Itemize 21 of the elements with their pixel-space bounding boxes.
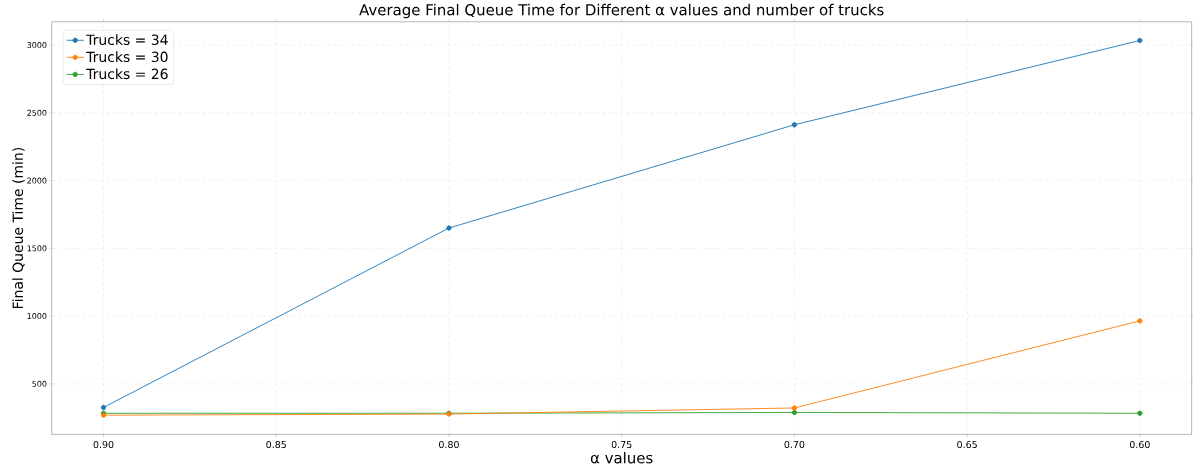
point: [1137, 410, 1143, 416]
x-tick-label: 0.70: [784, 440, 805, 449]
point: [1137, 318, 1143, 324]
legend-label: Trucks = 30: [86, 51, 168, 63]
y-axis-title: Final Queue Time (min): [12, 147, 25, 309]
point: [791, 409, 798, 416]
x-tick-label: 0.65: [957, 440, 977, 449]
x-tick-label: 0.60: [1129, 440, 1150, 449]
chart-title: Average Final Queue Time for Different α values and number of trucks: [359, 3, 884, 19]
point: [791, 122, 798, 128]
point: [791, 405, 798, 411]
point: [100, 404, 107, 411]
legend-label: Trucks = 34: [86, 34, 168, 46]
x-axis-title: α values: [590, 451, 653, 464]
x-tick-label: 0.80: [439, 440, 459, 449]
point: [446, 225, 452, 231]
x-tick-label: 0.85: [266, 440, 286, 449]
legend-label: Trucks = 26: [86, 68, 168, 80]
point: [1137, 37, 1143, 44]
x-tick-label: 0.75: [611, 440, 632, 449]
x-tick-label: 0.90: [93, 440, 114, 449]
